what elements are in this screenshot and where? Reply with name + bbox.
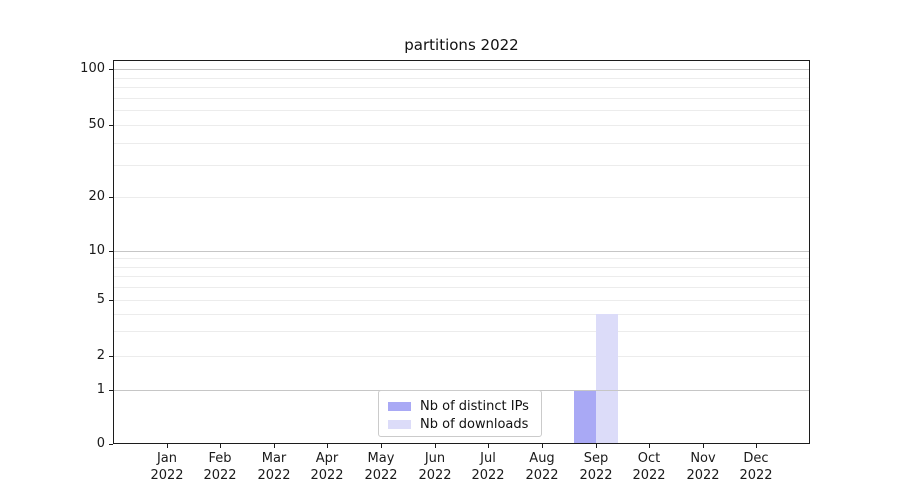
- chart-title: partitions 2022: [404, 36, 519, 54]
- y-major-gridline: [114, 251, 809, 252]
- y-minor-gridline: [114, 258, 809, 259]
- y-tick-mark: [109, 69, 113, 70]
- x-tick-label: Aug 2022: [510, 450, 574, 484]
- y-minor-gridline: [114, 287, 809, 288]
- x-tick-label: Apr 2022: [295, 450, 359, 484]
- y-minor-gridline: [114, 331, 809, 332]
- y-minor-gridline: [114, 78, 809, 79]
- x-tick-label-line: Feb: [208, 451, 232, 466]
- x-tick-label-line: Mar: [261, 451, 287, 466]
- y-tick-label: 2: [96, 348, 105, 363]
- x-tick-mark: [220, 444, 221, 448]
- x-tick-label-line: Nov: [690, 451, 716, 466]
- x-tick-label: Oct 2022: [617, 450, 681, 484]
- x-tick-label-line: 2022: [632, 468, 666, 483]
- x-tick-label-line: Apr: [315, 451, 339, 466]
- legend-label: Nb of distinct IPs: [420, 398, 529, 414]
- y-tick-label: 5: [96, 292, 105, 307]
- x-tick-mark: [703, 444, 704, 448]
- y-tick-label: 20: [88, 189, 105, 204]
- x-tick-mark: [274, 444, 275, 448]
- y-tick-mark: [109, 390, 113, 391]
- y-tick-mark: [109, 251, 113, 252]
- x-tick-label: Jun 2022: [403, 450, 467, 484]
- legend-row: Nb of downloads: [388, 415, 533, 433]
- y-tick-label: 0: [96, 436, 105, 451]
- x-tick-mark: [649, 444, 650, 448]
- y-tick-mark: [109, 125, 113, 126]
- y-minor-gridline: [114, 110, 809, 111]
- legend-rows: Nb of distinct IPs Nb of downloads: [388, 397, 533, 433]
- x-tick-mark: [756, 444, 757, 448]
- y-tick-label: 10: [88, 243, 105, 258]
- x-tick-label-line: Aug: [529, 451, 555, 466]
- x-tick-label-line: 2022: [579, 468, 613, 483]
- legend-swatch-icon: [388, 419, 411, 429]
- bar-nb-of-distinct-ips-8: [574, 390, 596, 444]
- y-major-gridline: [114, 69, 809, 70]
- y-minor-gridline: [114, 267, 809, 268]
- x-tick-label-line: Jan: [156, 451, 178, 466]
- x-tick-label-line: May: [367, 451, 395, 466]
- legend: Nb of distinct IPs Nb of downloads: [378, 390, 542, 437]
- x-tick-label: Feb 2022: [188, 450, 252, 484]
- x-tick-label-line: 2022: [471, 468, 505, 483]
- x-tick-label-line: Jul: [480, 451, 496, 466]
- y-tick-mark: [109, 356, 113, 357]
- x-tick-label-line: Dec: [743, 451, 769, 466]
- x-tick-label-line: 2022: [686, 468, 720, 483]
- y-minor-gridline: [114, 143, 809, 144]
- y-tick-label: 100: [80, 61, 105, 76]
- y-minor-gridline: [114, 276, 809, 277]
- x-tick-label: Mar 2022: [242, 450, 306, 484]
- y-minor-gridline: [114, 87, 809, 88]
- legend-label: Nb of downloads: [420, 416, 529, 432]
- y-minor-gridline: [114, 300, 809, 301]
- x-tick-mark: [381, 444, 382, 448]
- x-tick-mark: [542, 444, 543, 448]
- x-tick-label-line: Jun: [424, 451, 446, 466]
- x-tick-label-line: 2022: [739, 468, 773, 483]
- y-minor-gridline: [114, 98, 809, 99]
- y-minor-gridline: [114, 197, 809, 198]
- y-tick-label: 50: [88, 117, 105, 132]
- x-tick-label: Sep 2022: [564, 450, 628, 484]
- y-minor-gridline: [114, 165, 809, 166]
- y-minor-gridline: [114, 356, 809, 357]
- x-tick-label-line: 2022: [257, 468, 291, 483]
- x-tick-label-line: Oct: [637, 451, 661, 466]
- x-tick-label-line: 2022: [310, 468, 344, 483]
- x-tick-mark: [435, 444, 436, 448]
- x-tick-label: May 2022: [349, 450, 413, 484]
- x-tick-label-line: Sep: [583, 451, 609, 466]
- bar-nb-of-downloads-8: [596, 314, 618, 444]
- x-tick-mark: [327, 444, 328, 448]
- x-tick-label: Jul 2022: [456, 450, 520, 484]
- x-tick-label-line: 2022: [364, 468, 398, 483]
- x-tick-label-line: 2022: [203, 468, 237, 483]
- legend-row: Nb of distinct IPs: [388, 397, 533, 415]
- y-tick-mark: [109, 197, 113, 198]
- x-tick-label-line: 2022: [418, 468, 452, 483]
- legend-swatch-icon: [388, 401, 411, 411]
- x-tick-mark: [488, 444, 489, 448]
- x-tick-label-line: 2022: [525, 468, 559, 483]
- y-tick-mark: [109, 444, 113, 445]
- x-tick-label: Jan 2022: [135, 450, 199, 484]
- x-tick-label: Nov 2022: [671, 450, 735, 484]
- y-tick-label: 1: [96, 382, 105, 397]
- x-tick-label: Dec 2022: [724, 450, 788, 484]
- y-minor-gridline: [114, 125, 809, 126]
- x-tick-label-line: 2022: [150, 468, 184, 483]
- x-tick-mark: [167, 444, 168, 448]
- y-tick-mark: [109, 300, 113, 301]
- y-minor-gridline: [114, 314, 809, 315]
- x-tick-mark: [596, 444, 597, 448]
